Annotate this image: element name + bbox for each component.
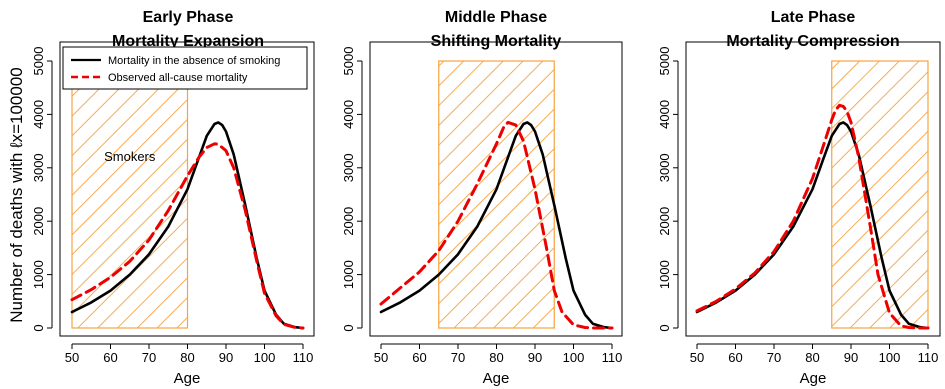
x-tick-label: 90 xyxy=(528,350,542,365)
series-no-smoking-mortality xyxy=(695,121,930,330)
smokers-shaded-region xyxy=(71,60,189,329)
plot-area: Smokers 50 60 70 80 90 100 110 Age 0 1000 2000 3000 4… xyxy=(31,41,315,387)
y-tick-label: 4000 xyxy=(657,100,672,129)
x-tick-label: 50 xyxy=(690,350,704,365)
series-observed-mortality xyxy=(695,103,930,330)
x-tick-label: 110 xyxy=(918,350,939,365)
y-tick-label: 3000 xyxy=(31,153,46,182)
y-tick-label: 1000 xyxy=(341,260,356,289)
legend-box xyxy=(62,46,308,90)
x-tick-label: 90 xyxy=(219,350,233,365)
x-tick-label: 100 xyxy=(879,350,901,365)
x-tick-label: 110 xyxy=(293,350,314,365)
y-tick-label: 4000 xyxy=(341,100,356,129)
panel-title-line1: Early Phase xyxy=(143,9,234,26)
x-tick-label: 50 xyxy=(65,350,79,365)
plot-area: 50 60 70 80 90 100 110 Age 0 1000 2000 3000 4000 5000 xyxy=(341,41,623,387)
series-observed-mortality xyxy=(379,120,614,330)
smokers-shaded-region xyxy=(831,60,929,329)
y-tick-label: 0 xyxy=(341,324,356,331)
y-axis-label: Number of deaths with ℓx=100000 xyxy=(7,67,26,322)
x-tick-label: 60 xyxy=(412,350,426,365)
y-tick-label: 1000 xyxy=(657,260,672,289)
panel-early-phase: Early Phase Mortality Expansion Smokers5… xyxy=(31,9,315,387)
plot-frame xyxy=(59,41,315,337)
x-tick-label: 80 xyxy=(489,350,503,365)
x-tick-label: 50 xyxy=(374,350,388,365)
legend-entry-label: Mortality in the absence of smoking xyxy=(108,55,280,67)
smokers-annotation: Smokers xyxy=(104,149,156,164)
legend: Mortality in the absence of smoking Obser… xyxy=(62,46,308,90)
panel-late-phase: Late Phase Mortality Compression 50 60 70 8… xyxy=(657,9,941,387)
x-tick-label: 80 xyxy=(180,350,194,365)
y-tick-label: 3000 xyxy=(341,153,356,182)
y-tick-label: 0 xyxy=(31,324,46,331)
x-axis-label: Age xyxy=(483,370,510,387)
series-no-smoking-mortality xyxy=(379,121,614,330)
x-tick-label: 100 xyxy=(254,350,276,365)
x-tick-label: 60 xyxy=(103,350,117,365)
plot-area: 50 60 70 80 90 100 110 Age 0 1000 2000 3000 4000 5000 xyxy=(657,41,941,387)
y-tick-label: 2000 xyxy=(657,207,672,236)
plot-frame xyxy=(685,41,941,337)
x-tick-label: 100 xyxy=(563,350,585,365)
y-tick-label: 5000 xyxy=(341,47,356,76)
y-tick-label: 2000 xyxy=(341,207,356,236)
y-tick-label: 5000 xyxy=(31,47,46,76)
x-tick-label: 70 xyxy=(767,350,781,365)
x-tick-label: 70 xyxy=(451,350,465,365)
x-axis-label: Age xyxy=(800,370,827,387)
y-tick-label: 4000 xyxy=(31,100,46,129)
x-tick-label: 90 xyxy=(844,350,858,365)
x-tick-label: 60 xyxy=(728,350,742,365)
x-tick-label: 110 xyxy=(602,350,623,365)
legend-entry-label: Observed all-cause mortality xyxy=(108,72,248,84)
x-tick-label: 80 xyxy=(805,350,819,365)
y-tick-label: 2000 xyxy=(31,207,46,236)
panel-middle-phase: Middle Phase Shifting Mortality 50 60 70 80… xyxy=(341,9,623,387)
y-tick-label: 5000 xyxy=(657,47,672,76)
plot-frame xyxy=(369,41,623,337)
y-tick-label: 3000 xyxy=(657,153,672,182)
panel-title-line1: Middle Phase xyxy=(445,9,547,26)
series-observed-mortality xyxy=(70,142,305,330)
y-tick-label: 1000 xyxy=(31,260,46,289)
y-tick-label: 0 xyxy=(657,324,672,331)
panel-title-line1: Late Phase xyxy=(771,9,856,26)
x-tick-label: 70 xyxy=(142,350,156,365)
x-axis-label: Age xyxy=(174,370,201,387)
